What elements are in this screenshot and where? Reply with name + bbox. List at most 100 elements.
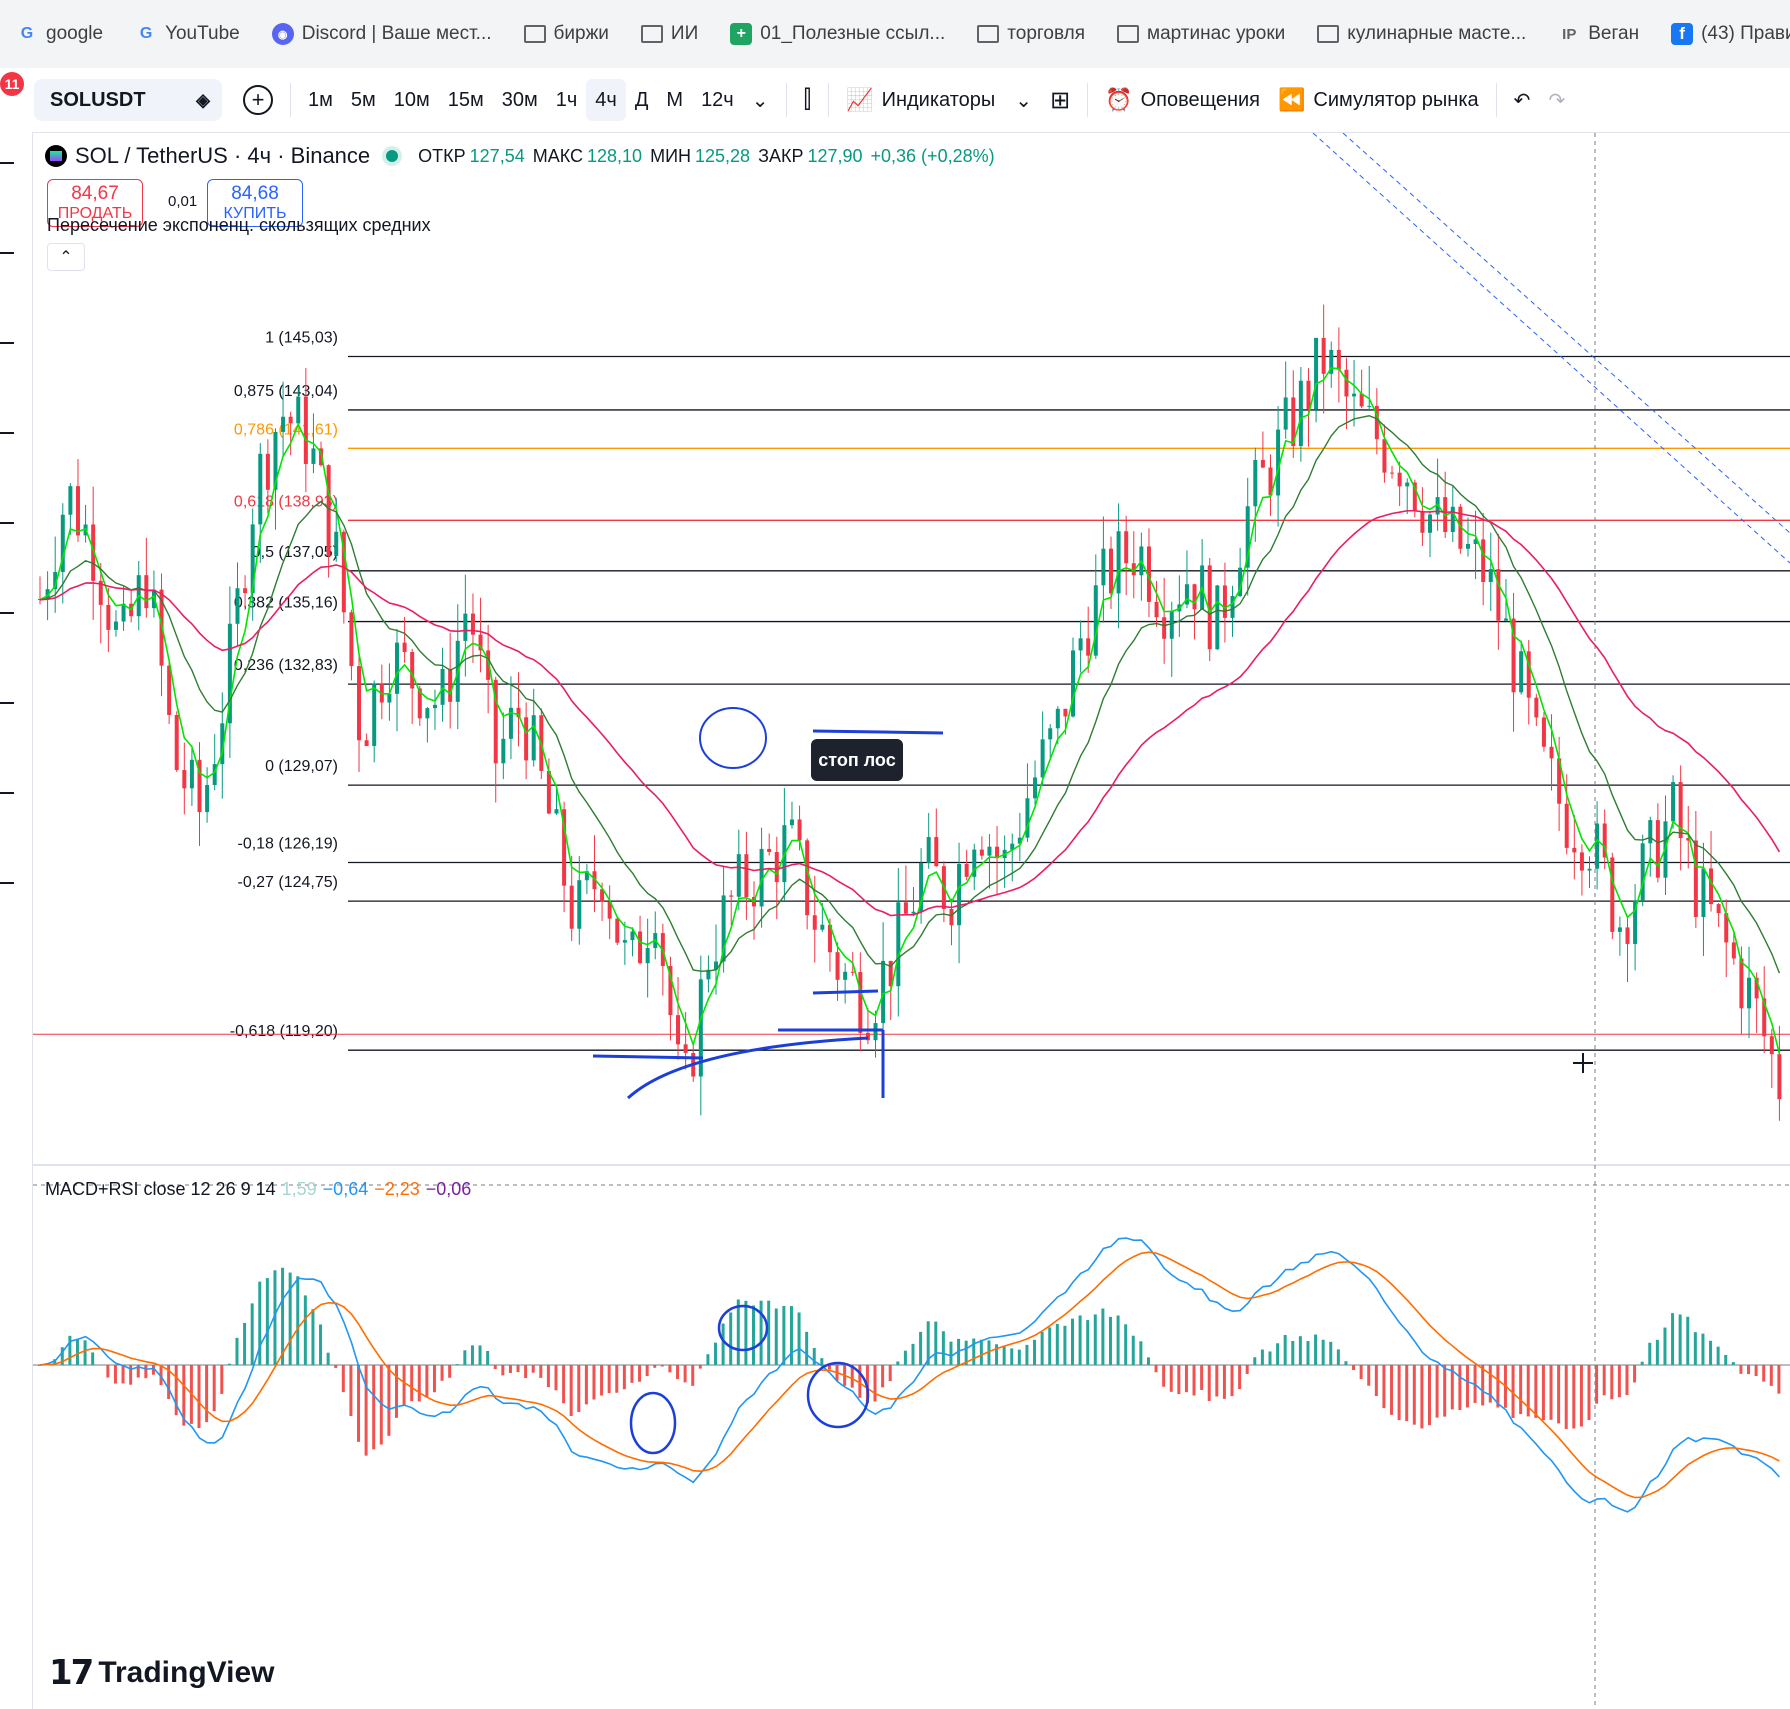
redo-button[interactable]: ↷: [1539, 79, 1574, 121]
macd-histogram-bar: [721, 1323, 725, 1365]
collapse-legend-button[interactable]: ⌃: [47, 243, 85, 271]
macd-histogram-bar: [243, 1323, 247, 1365]
diamond-icon[interactable]: ◈: [196, 89, 210, 110]
candle-body: [364, 740, 369, 747]
candle-body: [774, 852, 779, 883]
symbol-search[interactable]: SOLUSDT ◈: [34, 79, 222, 121]
macd-histogram-bar: [858, 1365, 862, 1398]
layouts-button[interactable]: ⊞: [1041, 79, 1079, 121]
pattern-tool[interactable]: [0, 432, 14, 434]
macd-histogram-bar: [68, 1335, 72, 1365]
candle-body: [1146, 546, 1151, 602]
bookmark-item[interactable]: IP Веган: [1542, 12, 1655, 56]
symbol-legend: SOL / TetherUS · 4ч · Binance ОТКР 127,54…: [45, 143, 995, 169]
interval-5-button[interactable]: 1ч: [555, 88, 578, 111]
notification-badge: 11: [0, 72, 24, 96]
candle-body: [698, 979, 703, 1077]
candle-body: [1230, 596, 1235, 618]
interval-8-button[interactable]: М: [666, 88, 684, 111]
interval-3-button[interactable]: 15м: [447, 88, 484, 111]
candle-body: [1769, 1036, 1774, 1055]
bookmark-item[interactable]: f (43) Правила ре: [1655, 12, 1790, 56]
candle-body: [1754, 977, 1759, 999]
interval-9-button[interactable]: 12ч: [701, 88, 734, 111]
macd-histogram-bar: [1200, 1365, 1204, 1390]
ema-cross-indicator-name[interactable]: Пересечение экспоненц. скользящих средни…: [47, 215, 431, 235]
bookmark-item[interactable]: +01_Полезные ссыл...: [714, 12, 961, 56]
macd-name[interactable]: MACD+RSI close 12 26 9 14: [45, 1179, 276, 1199]
chart-pane[interactable]: 1 (145,03) 0,875 (143,04) 0,786 (141,61) 0,…: [33, 133, 1790, 1709]
candle-body: [949, 908, 954, 926]
crosshair-tool[interactable]: [0, 162, 14, 164]
macd-histogram-bar: [212, 1365, 216, 1412]
macd-histogram-bar: [1625, 1365, 1629, 1396]
interval-6-button[interactable]: 4ч: [586, 79, 626, 121]
macd-histogram-bar: [562, 1365, 566, 1404]
candle-body: [1762, 998, 1767, 1037]
measure-tool[interactable]: [0, 702, 14, 704]
macd-histogram-bar: [896, 1361, 900, 1365]
replay-button[interactable]: ⏪ Симулятор рынка: [1269, 79, 1488, 121]
macd-histogram-bar: [577, 1365, 581, 1412]
crosshair-cursor-icon: [1573, 1053, 1593, 1073]
macd-histogram-bar: [417, 1365, 421, 1402]
undo-button[interactable]: ↶: [1505, 79, 1540, 121]
stop-loss-annotation[interactable]: стоп лос: [811, 739, 903, 781]
bookmark-item[interactable]: биржи: [508, 12, 625, 56]
interval-0-button[interactable]: 1м: [308, 88, 333, 111]
candle-body: [508, 707, 513, 739]
macd-histogram-bar: [1124, 1324, 1128, 1365]
magnet-tool[interactable]: [0, 882, 14, 884]
macd-histogram-bar: [1671, 1313, 1675, 1365]
bookmark-item[interactable]: G YouTube: [119, 12, 256, 56]
candle-body: [319, 448, 324, 466]
brush-tool[interactable]: [0, 522, 14, 524]
bookmark-item[interactable]: ◉ Discord | Ваше мест...: [256, 12, 508, 56]
macd-histogram-bar: [615, 1365, 619, 1393]
candle-body: [417, 688, 422, 719]
macd-histogram-bar: [600, 1365, 604, 1396]
candle-body: [516, 707, 521, 718]
bookmark-item[interactable]: мартинас уроки: [1101, 12, 1301, 56]
candle-body: [273, 431, 278, 490]
fib-level-label: 0,5 (137,05): [252, 544, 338, 561]
trendline-tool[interactable]: [0, 252, 14, 254]
alerts-button[interactable]: ⏰ Оповещения: [1096, 79, 1269, 121]
bookmark-item[interactable]: ИИ: [625, 12, 714, 56]
bookmark-label: биржи: [553, 23, 609, 44]
candle-body: [1260, 459, 1265, 468]
fib-tool[interactable]: [0, 342, 14, 344]
text-tool[interactable]: [0, 612, 14, 614]
candle-body: [410, 652, 415, 689]
interval-7-button[interactable]: Д: [634, 88, 649, 111]
tradingview-logo[interactable]: 𝟭𝟳 TradingView: [49, 1653, 275, 1693]
macd-histogram-bar: [592, 1365, 596, 1400]
interval-dropdown-button[interactable]: ⌄: [743, 79, 778, 121]
chart-canvas[interactable]: 1 (145,03) 0,875 (143,04) 0,786 (141,61) 0,…: [33, 133, 1790, 1709]
bookmark-item[interactable]: кулинарные масте...: [1301, 12, 1542, 56]
bookmark-item[interactable]: торговля: [961, 12, 1101, 56]
compare-button[interactable]: +: [234, 79, 282, 121]
candle-body: [1033, 777, 1038, 799]
sell-button[interactable]: 84,67 ПРОДАТЬ: [47, 179, 143, 227]
drawing-toolbar[interactable]: [0, 132, 33, 1709]
macd-histogram-bar: [820, 1358, 824, 1365]
sell-price: 84,67: [71, 183, 119, 204]
buy-button[interactable]: 84,68 КУПИТЬ: [207, 179, 303, 227]
close-value: 127,90: [807, 145, 863, 166]
indicators-button[interactable]: 📈 Индикаторы ⌄: [837, 79, 1041, 121]
interval-4-button[interactable]: 30м: [501, 88, 538, 111]
candle-body: [281, 416, 286, 432]
interval-2-button[interactable]: 10м: [393, 88, 430, 111]
candle-body: [478, 634, 483, 651]
macd-histogram-bar: [1374, 1365, 1378, 1396]
macd-histogram-bar: [91, 1352, 95, 1365]
tradingview-wordmark: TradingView: [98, 1656, 275, 1689]
candle-body: [197, 759, 202, 813]
interval-1-button[interactable]: 5м: [350, 88, 376, 111]
fib-level-label: 1 (145,03): [265, 329, 338, 346]
drawn-circle: [717, 1304, 769, 1352]
chart-type-button[interactable]: ⫿: [795, 79, 821, 121]
zoom-tool[interactable]: [0, 792, 14, 794]
